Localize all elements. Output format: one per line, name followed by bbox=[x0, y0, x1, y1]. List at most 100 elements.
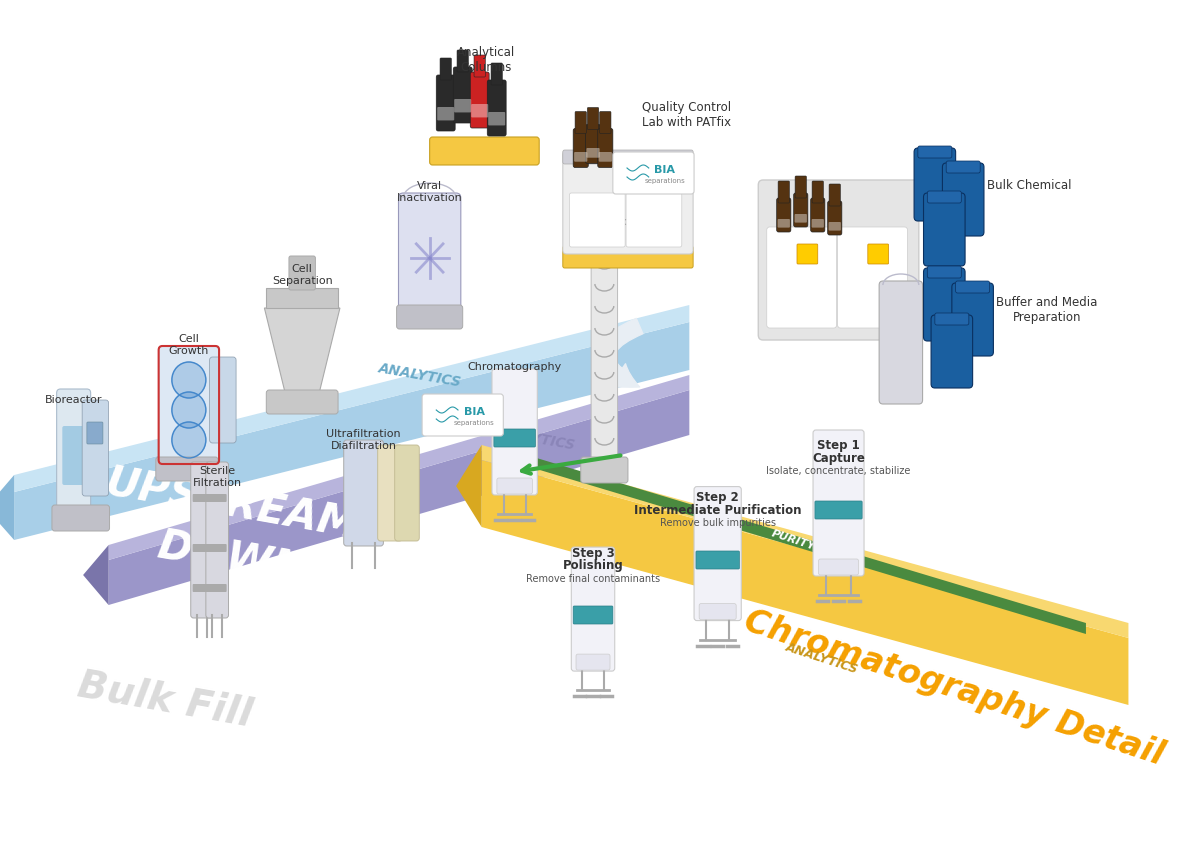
Polygon shape bbox=[481, 460, 1128, 705]
FancyBboxPatch shape bbox=[868, 244, 888, 264]
Polygon shape bbox=[481, 445, 1128, 638]
FancyBboxPatch shape bbox=[430, 137, 539, 165]
FancyBboxPatch shape bbox=[592, 218, 618, 462]
FancyBboxPatch shape bbox=[914, 148, 955, 221]
Text: Buffer and Media
Preparation: Buffer and Media Preparation bbox=[996, 296, 1098, 324]
Polygon shape bbox=[264, 308, 340, 393]
Text: Quality Control
Lab with PATfix: Quality Control Lab with PATfix bbox=[642, 101, 731, 129]
Text: Step 3: Step 3 bbox=[571, 547, 614, 559]
FancyBboxPatch shape bbox=[398, 193, 461, 313]
Text: Bioreactor: Bioreactor bbox=[44, 395, 102, 405]
FancyBboxPatch shape bbox=[570, 193, 625, 247]
FancyBboxPatch shape bbox=[776, 198, 791, 232]
Text: Viral
Inactivation: Viral Inactivation bbox=[397, 181, 462, 203]
Text: separations: separations bbox=[644, 178, 685, 184]
FancyBboxPatch shape bbox=[491, 63, 503, 85]
FancyBboxPatch shape bbox=[626, 193, 682, 247]
FancyBboxPatch shape bbox=[829, 222, 841, 231]
Text: Bulk Fill: Bulk Fill bbox=[74, 666, 256, 734]
FancyBboxPatch shape bbox=[598, 128, 613, 167]
Text: UPSTREAM: UPSTREAM bbox=[101, 462, 361, 548]
FancyBboxPatch shape bbox=[208, 494, 227, 502]
FancyBboxPatch shape bbox=[928, 266, 961, 278]
FancyBboxPatch shape bbox=[793, 193, 808, 227]
FancyBboxPatch shape bbox=[767, 227, 836, 328]
FancyBboxPatch shape bbox=[599, 152, 612, 161]
FancyBboxPatch shape bbox=[574, 152, 587, 161]
FancyBboxPatch shape bbox=[880, 281, 923, 404]
Polygon shape bbox=[14, 322, 689, 540]
FancyBboxPatch shape bbox=[696, 551, 739, 569]
Polygon shape bbox=[266, 288, 338, 308]
FancyBboxPatch shape bbox=[811, 198, 824, 232]
FancyBboxPatch shape bbox=[928, 191, 961, 203]
FancyBboxPatch shape bbox=[574, 128, 588, 167]
Polygon shape bbox=[510, 450, 1086, 634]
FancyBboxPatch shape bbox=[343, 440, 383, 546]
FancyBboxPatch shape bbox=[778, 219, 790, 228]
Text: Remove bulk impurities: Remove bulk impurities bbox=[660, 518, 775, 528]
FancyBboxPatch shape bbox=[946, 161, 980, 173]
FancyBboxPatch shape bbox=[193, 494, 211, 502]
Text: Sterile
Filtration: Sterile Filtration bbox=[193, 466, 241, 488]
FancyBboxPatch shape bbox=[474, 55, 485, 77]
FancyBboxPatch shape bbox=[952, 283, 994, 356]
FancyBboxPatch shape bbox=[571, 547, 614, 671]
FancyBboxPatch shape bbox=[86, 422, 103, 444]
Text: ANALYTICS: ANALYTICS bbox=[378, 361, 463, 389]
FancyBboxPatch shape bbox=[193, 584, 211, 592]
Text: separations: separations bbox=[454, 420, 494, 426]
Text: BIA: BIA bbox=[654, 165, 676, 175]
Polygon shape bbox=[108, 390, 689, 605]
Text: Analytical
Columns: Analytical Columns bbox=[457, 46, 516, 74]
FancyBboxPatch shape bbox=[487, 80, 506, 136]
FancyBboxPatch shape bbox=[758, 180, 919, 340]
FancyBboxPatch shape bbox=[600, 111, 611, 133]
Text: ANALYTICS: ANALYTICS bbox=[491, 424, 576, 453]
FancyBboxPatch shape bbox=[289, 256, 316, 290]
FancyBboxPatch shape bbox=[778, 181, 790, 203]
FancyBboxPatch shape bbox=[794, 214, 806, 222]
FancyBboxPatch shape bbox=[266, 390, 338, 414]
FancyBboxPatch shape bbox=[586, 125, 600, 164]
Text: Ultrafiltration
Diafiltration: Ultrafiltration Diafiltration bbox=[326, 430, 401, 451]
FancyArrowPatch shape bbox=[594, 318, 643, 387]
FancyBboxPatch shape bbox=[955, 281, 990, 293]
Text: Remove final contaminants: Remove final contaminants bbox=[526, 574, 660, 584]
FancyBboxPatch shape bbox=[796, 176, 806, 198]
FancyBboxPatch shape bbox=[587, 148, 600, 158]
FancyBboxPatch shape bbox=[208, 544, 227, 552]
FancyBboxPatch shape bbox=[924, 268, 965, 341]
Text: PURITY: PURITY bbox=[770, 528, 816, 552]
FancyBboxPatch shape bbox=[422, 394, 503, 436]
FancyBboxPatch shape bbox=[82, 400, 108, 496]
Circle shape bbox=[172, 362, 206, 398]
FancyBboxPatch shape bbox=[457, 50, 468, 72]
FancyBboxPatch shape bbox=[587, 108, 599, 130]
Text: Polishing: Polishing bbox=[563, 559, 623, 572]
FancyBboxPatch shape bbox=[935, 313, 968, 325]
Text: Step 1: Step 1 bbox=[817, 438, 860, 452]
FancyBboxPatch shape bbox=[454, 67, 472, 123]
Text: Isolate, concentrate, stabilize: Isolate, concentrate, stabilize bbox=[767, 466, 911, 476]
FancyBboxPatch shape bbox=[437, 107, 455, 121]
FancyBboxPatch shape bbox=[613, 152, 694, 194]
FancyBboxPatch shape bbox=[440, 58, 451, 80]
FancyBboxPatch shape bbox=[191, 462, 214, 618]
FancyBboxPatch shape bbox=[193, 544, 211, 552]
Text: Cell
Growth: Cell Growth bbox=[169, 335, 209, 356]
Text: Chromatography Detail: Chromatography Detail bbox=[739, 604, 1168, 772]
FancyBboxPatch shape bbox=[581, 457, 628, 483]
FancyBboxPatch shape bbox=[931, 315, 973, 388]
FancyBboxPatch shape bbox=[812, 181, 823, 203]
FancyBboxPatch shape bbox=[576, 654, 610, 670]
FancyBboxPatch shape bbox=[158, 346, 220, 464]
Text: Clarification: Clarification bbox=[571, 217, 638, 227]
FancyBboxPatch shape bbox=[494, 429, 535, 447]
Text: Intermediate Purification: Intermediate Purification bbox=[634, 503, 802, 516]
FancyBboxPatch shape bbox=[563, 150, 694, 164]
FancyBboxPatch shape bbox=[563, 246, 694, 268]
FancyBboxPatch shape bbox=[437, 75, 455, 131]
Polygon shape bbox=[108, 375, 689, 560]
FancyBboxPatch shape bbox=[206, 462, 228, 618]
